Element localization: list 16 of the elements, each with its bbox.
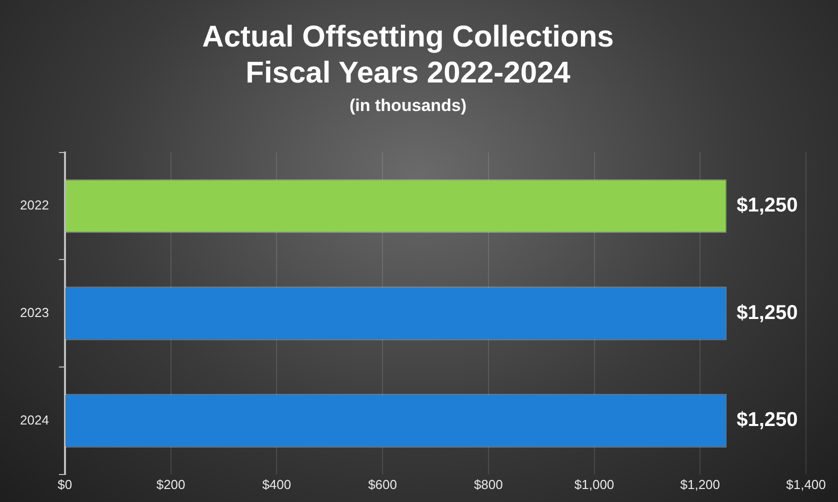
x-tick-label: $1,400 <box>786 476 826 492</box>
chart-title: Actual Offsetting Collections Fiscal Years 2022-2024 <box>202 20 614 90</box>
x-tick-label: $1,200 <box>680 476 720 492</box>
x-tick-label: $1,000 <box>574 476 614 492</box>
x-tick-label: $600 <box>368 476 397 492</box>
data-label: $1,250 <box>736 194 798 217</box>
x-tick-label: $0 <box>58 476 72 492</box>
y-tick-label: 2022 <box>20 198 49 213</box>
data-label: $1,250 <box>736 302 798 324</box>
y-tick-label: 2023 <box>20 304 49 320</box>
data-label: $1,250 <box>736 409 798 432</box>
y-tick-label: 2024 <box>20 412 49 428</box>
x-tick-label: $200 <box>156 476 186 492</box>
x-tick-label: $400 <box>262 476 292 492</box>
chart-subtitle: (in thousands) <box>349 96 467 115</box>
x-tick-label: $800 <box>474 476 503 492</box>
